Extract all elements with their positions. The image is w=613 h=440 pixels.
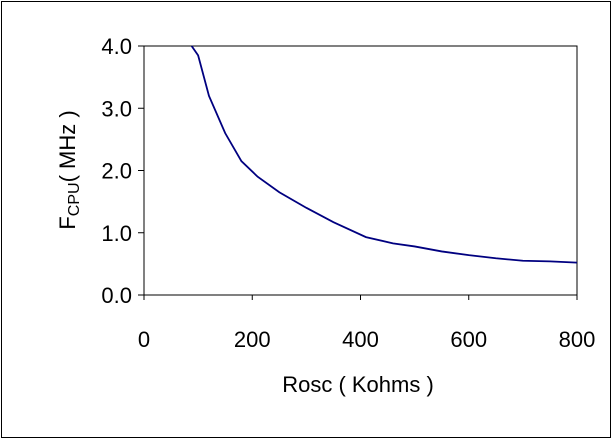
x-axis: 0 200 400 600 800 <box>138 295 595 352</box>
plot-area <box>143 45 578 296</box>
x-tick-label-0: 0 <box>138 327 150 352</box>
x-tick-label-4: 800 <box>559 327 596 352</box>
series-line <box>190 45 578 264</box>
y-tick-label-2: 2.0 <box>101 159 132 184</box>
x-tick-label-1: 200 <box>234 327 271 352</box>
y-axis-title-subscript: CPU <box>66 182 83 216</box>
y-tick-label-0: 0.0 <box>101 283 132 308</box>
x-tick-label-3: 600 <box>450 327 487 352</box>
x-axis-title: Rosc ( Kohms ) <box>282 372 434 397</box>
y-axis-title: FCPU( MHz ) <box>55 110 83 229</box>
y-tick-label-1: 1.0 <box>101 221 132 246</box>
y-axis: 0.0 1.0 2.0 3.0 4.0 <box>101 34 144 308</box>
y-tick-label-3: 3.0 <box>101 96 132 121</box>
y-axis-title-suffix: ( MHz ) <box>55 110 80 182</box>
y-axis-title-main: F <box>55 216 80 229</box>
y-tick-label-4: 4.0 <box>101 34 132 59</box>
x-tick-label-2: 400 <box>342 327 379 352</box>
